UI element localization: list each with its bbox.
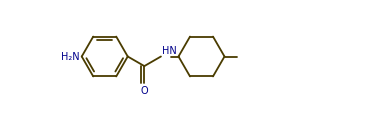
Text: O: O: [141, 86, 148, 95]
Text: H₂N: H₂N: [60, 52, 79, 62]
Text: HN: HN: [162, 46, 177, 56]
